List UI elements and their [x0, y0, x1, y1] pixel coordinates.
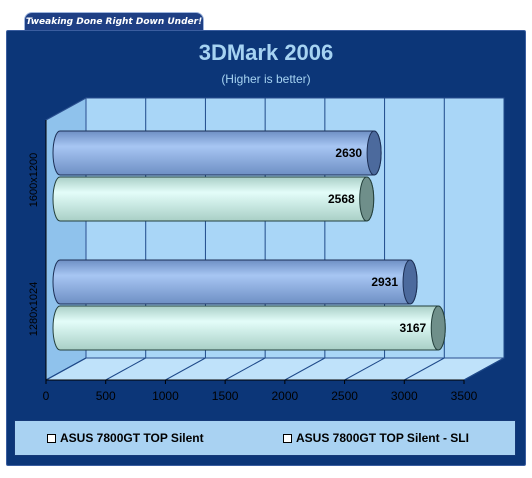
chart-legend: ASUS 7800GT TOP Silent ASUS 7800GT TOP S…: [14, 420, 516, 456]
bar-value-label: 2568: [328, 192, 355, 206]
bar-value-label: 2630: [335, 146, 362, 160]
x-tick-label: 2500: [331, 389, 358, 403]
grid-floor-line: [463, 357, 505, 381]
x-tick-label: 2000: [272, 389, 299, 403]
chart-title: 3DMark 2006: [198, 40, 334, 65]
legend-swatch-silent: [47, 433, 56, 443]
x-tick-label: 1500: [212, 389, 239, 403]
bar-value-label: 2931: [371, 275, 398, 289]
grid-floor-line: [105, 357, 146, 381]
x-tick-label: 0: [43, 389, 50, 403]
x-tick-label: 3000: [391, 389, 418, 403]
bar: [52, 130, 382, 176]
bar: [52, 305, 446, 351]
bar-end-cap: [430, 305, 446, 351]
bar: [52, 259, 418, 305]
legend-item-sli: ASUS 7800GT TOP Silent - SLI: [283, 431, 469, 445]
chart-subtitle: (Higher is better): [221, 72, 311, 86]
x-tick-label: 3500: [451, 389, 478, 403]
grid-floor-line: [45, 357, 87, 381]
grid-floor-line: [224, 357, 266, 381]
bar-value-label: 3167: [400, 321, 427, 335]
grid-floor-line: [284, 357, 326, 381]
y-category-label: 1600x1200: [28, 153, 40, 207]
legend-label-sli: ASUS 7800GT TOP Silent - SLI: [296, 431, 469, 445]
grid-floor-line: [165, 357, 206, 381]
grid-floor-line: [404, 357, 445, 381]
legend-item-silent: ASUS 7800GT TOP Silent: [47, 431, 204, 445]
plot-floor: [45, 357, 505, 381]
bar-end-cap: [366, 130, 382, 176]
legend-swatch-sli: [283, 433, 292, 443]
bar: [52, 176, 375, 222]
x-tick-label: 500: [96, 389, 116, 403]
x-tick-label: 1000: [152, 389, 179, 403]
bar-end-cap: [359, 176, 375, 222]
site-tagline: Tweaking Done Right Down Under!: [24, 12, 204, 31]
bar-end-cap: [402, 259, 418, 305]
y-category-label: 1280x1024: [28, 282, 40, 336]
legend-label-silent: ASUS 7800GT TOP Silent: [60, 431, 204, 445]
grid-floor-line: [344, 357, 385, 381]
